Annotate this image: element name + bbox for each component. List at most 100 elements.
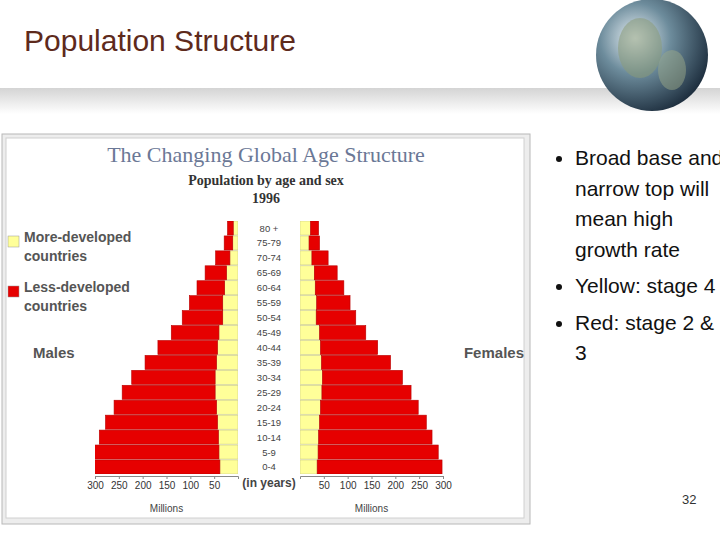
- page-number: 32: [682, 492, 696, 507]
- tick-label: 250: [411, 480, 428, 491]
- tick: 50: [209, 476, 221, 491]
- bullet: Red: stage 2 & 3: [575, 308, 720, 369]
- category-label: 75-79: [257, 237, 281, 248]
- tick-mark: [395, 476, 396, 479]
- bar: [215, 370, 238, 384]
- category-label: 25-29: [257, 387, 281, 398]
- tick-label: 300: [87, 480, 104, 491]
- tick-mark: [143, 476, 144, 479]
- axis-line: [301, 477, 444, 480]
- bar: [99, 430, 218, 444]
- bar: [300, 400, 320, 414]
- bar: [322, 370, 402, 384]
- bar: [225, 281, 238, 295]
- bar: [189, 296, 222, 310]
- category-label: 55-59: [257, 297, 281, 308]
- bar: [233, 221, 238, 235]
- bar: [315, 281, 344, 295]
- x-axis: 50100150200250300: [301, 476, 453, 491]
- category-label: 70-74: [257, 252, 281, 263]
- tick: 250: [411, 476, 428, 491]
- chart-title: The Changing Global Age Structure: [107, 142, 425, 167]
- bar: [319, 430, 432, 444]
- axis-title: Millions: [150, 503, 183, 514]
- bar: [197, 281, 225, 295]
- bar: [219, 326, 238, 340]
- bar: [182, 311, 223, 325]
- category-label: 50-54: [257, 312, 281, 323]
- bar: [105, 415, 217, 429]
- legend-swatch: [8, 236, 19, 247]
- tick-mark: [119, 476, 120, 479]
- tick-mark: [190, 476, 191, 479]
- bar: [310, 221, 318, 235]
- bar: [224, 236, 233, 250]
- tick: 100: [340, 476, 357, 491]
- bar: [218, 415, 238, 429]
- bar: [223, 311, 238, 325]
- category-label: 0-4: [262, 461, 276, 472]
- legend-label: More-developedcountries: [24, 229, 131, 264]
- bar: [316, 311, 356, 325]
- tick-label: 200: [135, 480, 152, 491]
- category-label: 40-44: [257, 342, 281, 353]
- bar: [300, 296, 317, 310]
- bar: [158, 340, 218, 354]
- bar: [228, 221, 234, 235]
- bar: [145, 355, 217, 369]
- category-label: 80 +: [260, 223, 279, 234]
- tick-label: 50: [319, 480, 331, 491]
- bar: [171, 326, 219, 340]
- bar: [230, 251, 238, 265]
- tick: 200: [387, 476, 404, 491]
- bar: [320, 326, 366, 340]
- bar: [300, 266, 314, 280]
- tick-label: 100: [182, 480, 199, 491]
- bar: [220, 460, 238, 474]
- bar: [322, 385, 411, 399]
- chart-canvas: The Changing Global Age StructurePopulat…: [0, 0, 720, 540]
- bar: [300, 385, 322, 399]
- bar: [218, 430, 238, 444]
- legend-label: Less-developedcountries: [24, 279, 130, 314]
- tick-mark: [372, 476, 373, 479]
- category-label: 60-64: [257, 282, 281, 293]
- x-axis: 50 100 150 200 250 300: [87, 476, 238, 491]
- category-label: 30-34: [257, 372, 281, 383]
- tick-label: 150: [159, 480, 176, 491]
- bullet: Yellow: stage 4: [575, 271, 720, 302]
- bar: [300, 370, 322, 384]
- bar: [300, 311, 316, 325]
- tick-label: 250: [111, 480, 128, 491]
- bar: [215, 385, 238, 399]
- legend-swatch: [8, 286, 19, 297]
- slide: The Changing Global Age StructurePopulat…: [0, 0, 720, 540]
- globe-land: [618, 18, 662, 78]
- bar: [219, 445, 238, 459]
- tick: 150: [364, 476, 381, 491]
- bar: [95, 460, 220, 474]
- category-label: 65-69: [257, 267, 281, 278]
- tick: 300: [87, 476, 104, 491]
- bar: [300, 460, 317, 474]
- bar: [309, 236, 319, 250]
- tick-mark: [214, 476, 215, 479]
- chart-year: 1996: [252, 191, 280, 206]
- globe-land: [658, 50, 686, 90]
- bar: [317, 296, 350, 310]
- bar: [217, 355, 238, 369]
- bar: [300, 236, 309, 250]
- tick-mark: [443, 476, 444, 479]
- category-label: 20-24: [257, 402, 281, 413]
- category-labels: 0-45-910-1415-1920-2425-2930-3435-3940-4…: [257, 223, 281, 473]
- tick-mark: [419, 476, 420, 479]
- category-axis-title: (in years): [242, 476, 295, 490]
- tick-label: 100: [340, 480, 357, 491]
- bar: [132, 370, 215, 384]
- tick: 50: [319, 476, 331, 491]
- chart-panel: [6, 138, 524, 518]
- tick-label: 50: [209, 480, 221, 491]
- bar: [317, 460, 442, 474]
- axis-title: Millions: [355, 503, 388, 514]
- bar: [318, 445, 438, 459]
